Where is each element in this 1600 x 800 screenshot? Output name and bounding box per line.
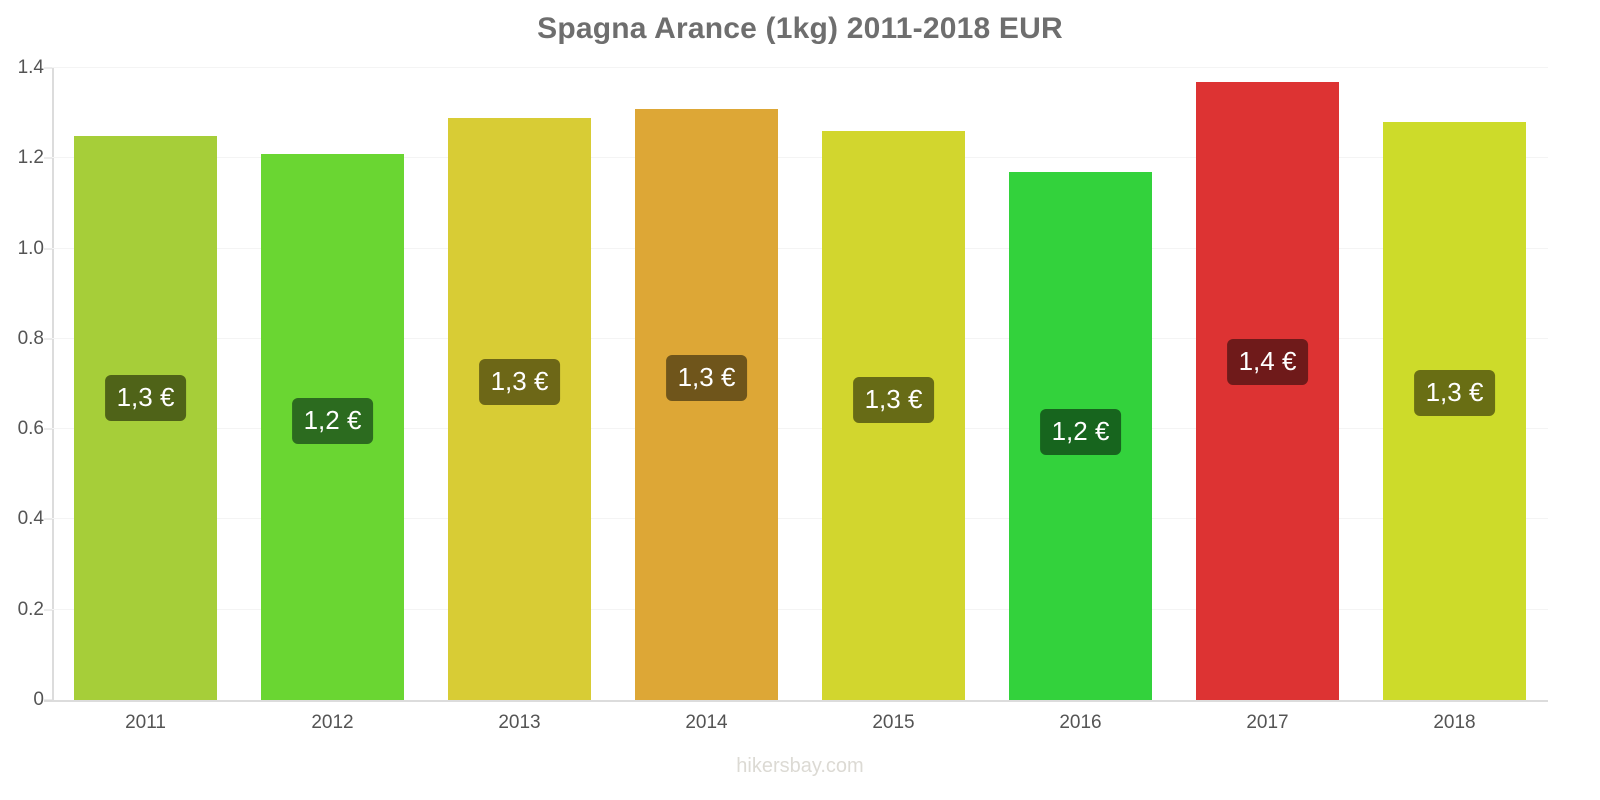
y-axis-tick-mark [44,609,52,611]
gridline [52,608,1548,610]
x-axis-tick-label-2017: 2017 [1246,712,1289,733]
gridline [52,337,1548,339]
x-axis-tick-label-2018: 2018 [1433,712,1476,733]
footer-credit: hikersbay.com [736,755,864,777]
y-axis-tick-label: 1.2 [17,147,44,169]
y-axis-tick-mark [44,248,52,250]
bar-2013[interactable] [448,117,591,700]
y-axis-tick-mark [44,67,52,69]
bar-value-label-2017: 1,4 € [1226,338,1309,385]
chart-title: Spagna Arance (1kg) 2011-2018 EUR [537,12,1063,45]
y-axis-tick-label: 0.4 [17,508,44,530]
x-axis-tick-label-2012: 2012 [311,712,354,733]
y-axis-tick-mark [44,338,52,340]
bar-value-label-2012: 1,2 € [291,397,374,444]
y-axis-tick-label: 1.4 [17,57,44,78]
x-axis-tick-label-2011: 2011 [125,712,166,733]
y-axis-tick-mark [44,699,52,701]
bar-value-label-2018: 1,3 € [1413,370,1496,417]
bar-value-label-2015: 1,3 € [852,377,935,424]
bar-2014[interactable] [635,108,778,700]
y-axis-line [52,68,54,702]
y-axis-tick-label: 0.6 [17,418,44,440]
gridline [52,428,1548,430]
x-axis-tick-label-2014: 2014 [685,712,728,733]
gridline [52,67,1548,68]
x-axis-line [44,700,1548,702]
gridline [52,247,1548,249]
y-axis-tick-mark [44,428,52,430]
x-axis-tick-label-2013: 2013 [498,712,541,733]
x-axis-tick-label-2015: 2015 [872,712,915,733]
bar-value-label-2014: 1,3 € [665,354,748,401]
gridline [52,157,1548,159]
y-axis-tick-label: 0 [33,689,44,710]
gridline [52,518,1548,520]
y-axis-tick-mark [44,518,52,520]
y-axis-tick-mark [44,157,52,159]
x-axis-tick-label-2016: 2016 [1059,712,1102,733]
y-axis-tick-label: 0.2 [17,598,44,620]
bar-value-label-2011: 1,3 € [104,374,187,421]
bar-value-label-2016: 1,2 € [1039,408,1122,455]
bar-value-label-2013: 1,3 € [478,359,561,406]
y-axis-tick-label: 1.0 [17,237,44,259]
y-axis-tick-label: 0.8 [17,327,44,349]
bar-2017[interactable] [1196,81,1339,700]
